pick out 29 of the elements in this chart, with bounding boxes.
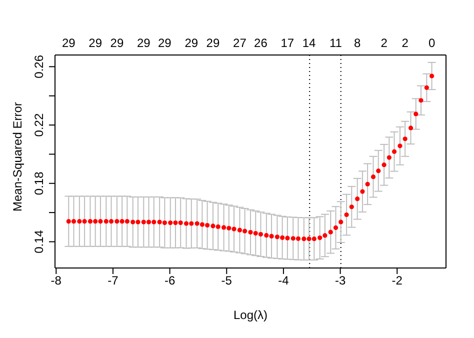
- text: 14: [302, 36, 316, 50]
- text: 26: [254, 36, 268, 50]
- y-tick-label: 0.22: [32, 113, 46, 137]
- text: 29: [110, 36, 124, 50]
- y-tick-label: 0.26: [32, 54, 46, 78]
- x-tick-label: -8: [50, 274, 62, 288]
- text: 11: [330, 36, 342, 50]
- x-tick-label: -3: [334, 274, 346, 288]
- text: 29: [88, 36, 102, 50]
- text: 17: [280, 36, 294, 50]
- text: 29: [184, 36, 198, 50]
- text: 8: [354, 36, 361, 50]
- text: 29: [158, 36, 172, 50]
- x-tick-label: -5: [221, 274, 232, 288]
- y-axis-title: Mean-Squared Error: [10, 102, 24, 212]
- text: 29: [136, 36, 151, 50]
- x-tick-label: -7: [108, 274, 119, 288]
- text: 2: [402, 36, 409, 50]
- x-axis-title: Log(λ): [233, 308, 268, 322]
- x-tick-label: -4: [278, 274, 290, 288]
- text: 29: [62, 36, 76, 50]
- text: 2: [380, 36, 388, 50]
- y-tick-label: 0.18: [32, 171, 46, 196]
- text: 27: [233, 36, 247, 50]
- x-tick-label: -6: [164, 274, 176, 288]
- text: 0: [428, 36, 436, 50]
- text: 29: [206, 36, 220, 50]
- x-tick-label: -2: [392, 274, 403, 288]
- y-tick-label: 0.14: [32, 230, 46, 254]
